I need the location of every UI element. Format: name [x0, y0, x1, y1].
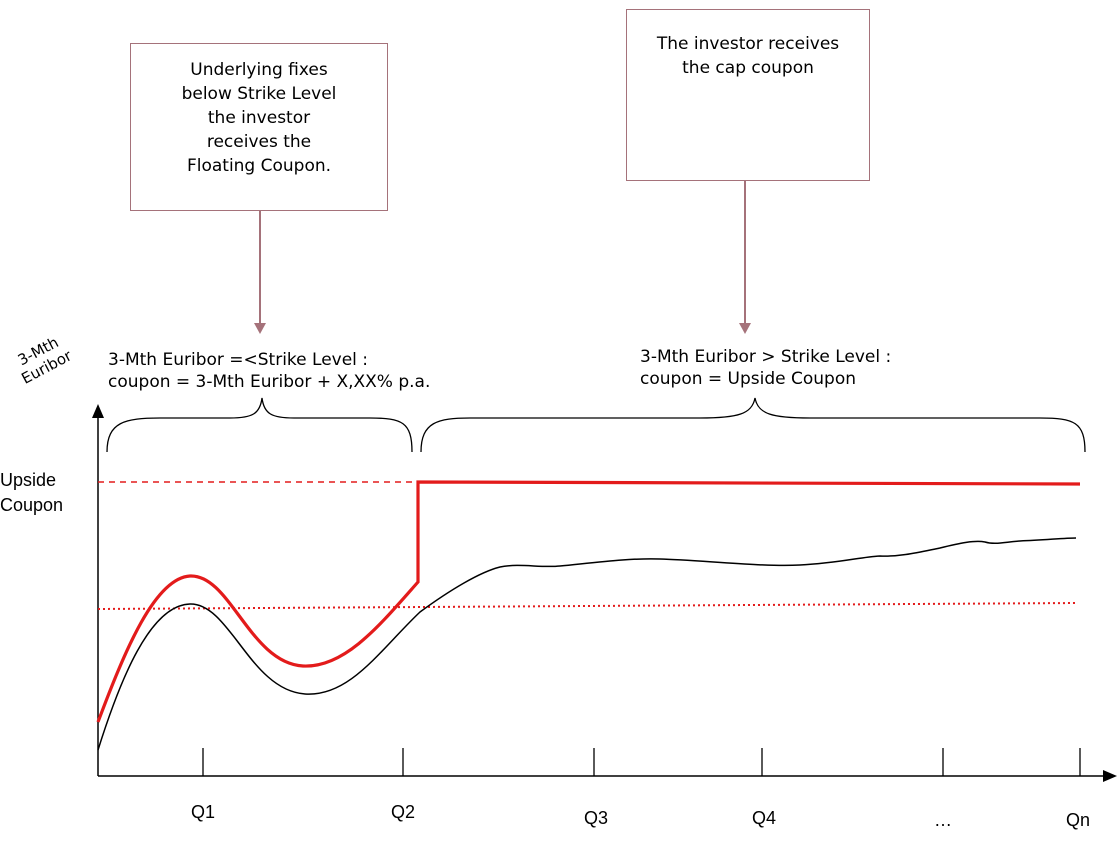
x-tick-label-ellipsis: …	[934, 810, 952, 830]
euribor-path	[97, 537, 1077, 751]
callout-2-line-1: The investor receives	[656, 34, 840, 54]
callout-2-line-2: the cap coupon	[682, 58, 814, 78]
callout-arrows	[254, 181, 751, 334]
condition-floating: 3-Mth Euribor =<Strike Level : coupon = …	[108, 349, 430, 393]
callout-1-line-3: the investor	[207, 108, 311, 128]
callout-1-line-5: Floating Coupon.	[186, 156, 332, 176]
callout-1-line-1: Underlying fixes	[190, 60, 328, 80]
callout-cap-coupon: The investor receives the cap coupon	[626, 9, 870, 181]
coupon-path	[96, 480, 1081, 723]
condition-2-line-2: coupon = Upside Coupon	[640, 369, 857, 389]
upside-coupon-label: Upside Coupon	[0, 468, 63, 518]
callout-1-line-2: below Strike Level	[181, 84, 337, 104]
x-tick-label-q4: Q4	[751, 808, 777, 828]
callout-1-line-4: receives the	[206, 132, 312, 152]
condition-1-line-1: 3-Mth Euribor =<Strike Level :	[108, 350, 369, 370]
callout-1-arrowhead	[254, 323, 266, 334]
brace-cap-period	[420, 397, 1086, 453]
axes	[92, 404, 1117, 782]
brace-floating-period	[106, 397, 413, 453]
x-tick-label-q2: Q2	[390, 802, 416, 822]
x-axis-arrowhead	[1103, 770, 1117, 782]
callout-floating-coupon: Underlying fixes below Strike Level the …	[130, 43, 388, 211]
x-tick-label-q3: Q3	[583, 808, 609, 828]
x-tick-label-q1: Q1	[190, 802, 216, 822]
upside-label-line-1: Upside	[0, 470, 57, 490]
y-axis-arrowhead	[92, 404, 104, 418]
condition-cap: 3-Mth Euribor > Strike Level : coupon = …	[640, 346, 891, 390]
period-braces	[106, 397, 1086, 453]
condition-2-line-1: 3-Mth Euribor > Strike Level :	[640, 347, 892, 367]
callout-2-arrowhead	[739, 323, 751, 334]
condition-1-line-2: coupon = 3-Mth Euribor + X,XX% p.a.	[108, 372, 431, 392]
upside-label-line-2: Coupon	[0, 495, 64, 515]
x-tick-label-qn: Qn	[1065, 810, 1091, 830]
strike-level-dotted-line	[97, 602, 1077, 610]
